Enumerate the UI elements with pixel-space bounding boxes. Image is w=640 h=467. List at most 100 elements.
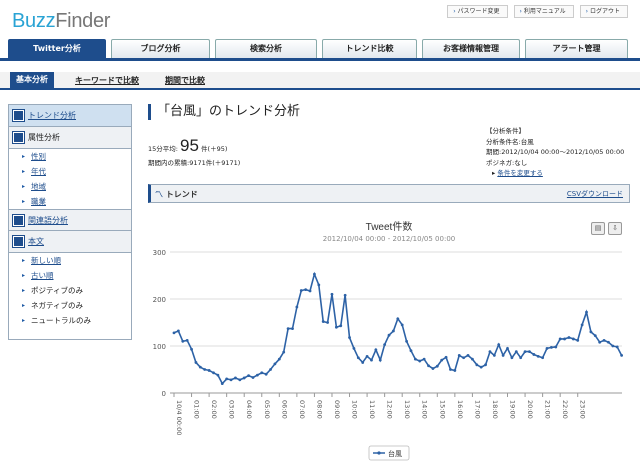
data-point — [370, 358, 373, 362]
data-point — [532, 353, 536, 356]
data-point — [255, 373, 259, 377]
data-point — [541, 356, 545, 360]
legend-box — [368, 445, 410, 461]
data-point — [247, 374, 251, 378]
data-point — [466, 354, 470, 357]
csv-download-link[interactable]: CSVダウンロード — [566, 190, 623, 198]
data-point — [308, 289, 312, 293]
x-tick-label: 14:00 — [421, 400, 429, 419]
data-point — [207, 369, 211, 372]
sidebar-item-gender[interactable]: 性別 — [9, 149, 131, 164]
tab-alert-management[interactable]: アラート管理 — [525, 39, 628, 58]
sidebar-item-label[interactable]: 年代 — [31, 167, 46, 176]
data-point — [435, 364, 439, 368]
logout-link[interactable]: ログアウト — [579, 5, 628, 18]
data-point — [238, 378, 242, 382]
sidebar-item-positive[interactable]: ポジティブのみ — [9, 283, 131, 298]
data-point — [334, 325, 338, 329]
print-icon[interactable]: ▤ — [591, 222, 605, 235]
avg-prefix: 15分平均: — [148, 145, 178, 153]
avg-value: 95 — [180, 136, 199, 155]
sidebar-item-label[interactable]: 地域 — [31, 182, 46, 191]
sidebar-related-label: 関連語分析 — [28, 215, 68, 225]
data-point — [220, 382, 224, 385]
data-point — [313, 272, 316, 276]
data-point — [194, 361, 198, 364]
data-point — [321, 320, 325, 323]
sidebar-related[interactable]: 関連語分析 — [9, 209, 131, 231]
logo-part2: Finder — [55, 10, 111, 32]
change-conditions[interactable]: ▸ 条件を変更する — [492, 169, 543, 177]
conditions-period: 期間:2012/10/04 00:00〜2012/10/05 00:00 — [486, 148, 625, 156]
tab-trend-compare[interactable]: トレンド比較 — [322, 39, 417, 58]
sidebar-item-newest[interactable]: 新しい順 — [9, 253, 131, 268]
tab-blog-analysis[interactable]: ブログ分析 — [111, 39, 210, 58]
analysis-conditions: 【分析条件】 分析条件名:台風 期間:2012/10/04 00:00〜2012… — [486, 126, 624, 179]
data-point — [190, 347, 193, 351]
heart-icon — [12, 213, 25, 227]
password-change-link[interactable]: パスワード変更 — [447, 5, 508, 18]
data-point — [479, 365, 483, 369]
sidebar-item-label[interactable]: 職業 — [31, 197, 46, 206]
data-point — [440, 358, 444, 362]
sidebar-item-region[interactable]: 地域 — [9, 179, 131, 194]
sidebar-item-label[interactable]: 性別 — [31, 152, 46, 161]
data-point — [571, 337, 575, 341]
sidebar-attr: 属性分析 — [9, 127, 131, 149]
sidebar-item-label[interactable]: 新しい順 — [31, 256, 61, 265]
data-point — [488, 350, 492, 354]
tab-customer-info[interactable]: お客様情報管理 — [422, 39, 520, 58]
data-point — [492, 354, 496, 357]
x-tick-label: 12:00 — [386, 400, 394, 419]
buzzfinder-logo[interactable]: BuzzFinder — [12, 9, 110, 33]
x-tick-label: 16:00 — [456, 400, 464, 419]
tab-twitter-analysis[interactable]: Twitter分析 — [8, 39, 106, 58]
sidebar-item-neutral[interactable]: ニュートラルのみ — [9, 313, 131, 328]
sidebar-item-oldest[interactable]: 古い順 — [9, 268, 131, 283]
series-line-台風 — [173, 271, 623, 385]
chart-icon — [12, 109, 25, 122]
data-point — [545, 346, 549, 350]
tab-search-analysis[interactable]: 検索分析 — [215, 39, 317, 58]
sidebar-item-occupation[interactable]: 職業 — [9, 194, 131, 209]
x-tick-label: 04:00 — [245, 400, 253, 419]
x-tick-label: 02:00 — [210, 400, 218, 419]
x-tick-label: 05:00 — [263, 400, 271, 419]
data-point — [198, 365, 202, 369]
data-point — [234, 376, 237, 380]
data-point — [374, 348, 378, 352]
chart-subtitle: 2012/10/04 00:00 - 2012/10/05 00:00 — [323, 235, 455, 243]
sidebar-trend[interactable]: トレンド分析 — [9, 105, 131, 127]
page-title: 「台風」のトレンド分析 — [148, 104, 300, 120]
download-icon[interactable]: ⇩ — [608, 222, 622, 235]
manual-link[interactable]: 利用マニュアル — [513, 5, 574, 18]
subtab-period-compare[interactable]: 期間で比較 — [165, 76, 205, 85]
sidebar-trend-label: トレンド分析 — [28, 111, 76, 120]
data-point — [172, 331, 176, 335]
data-point — [343, 293, 347, 297]
data-point — [326, 321, 329, 324]
data-point — [422, 357, 426, 361]
x-tick-label: 17:00 — [473, 400, 481, 419]
change-conditions-link[interactable]: 条件を変更する — [497, 169, 543, 177]
data-point — [378, 358, 382, 362]
subtab-keyword-compare[interactable]: キーワードで比較 — [75, 76, 139, 85]
x-tick-label: 11:00 — [368, 400, 376, 419]
sidebar-text[interactable]: 本文 — [9, 231, 131, 253]
data-point — [611, 344, 615, 348]
data-point — [475, 363, 479, 367]
x-tick-label: 20:00 — [526, 400, 534, 419]
data-point — [185, 338, 189, 342]
data-point — [536, 354, 540, 358]
data-point — [558, 337, 562, 341]
x-tick-label: 23:00 — [579, 400, 587, 419]
sidebar-item-label[interactable]: 古い順 — [31, 271, 54, 280]
speech-bubble-icon — [12, 235, 25, 248]
x-tick-label: 22:00 — [561, 400, 569, 419]
sidebar-item-age[interactable]: 年代 — [9, 164, 131, 179]
data-point — [387, 333, 391, 337]
top-links: パスワード変更 利用マニュアル ログアウト — [447, 5, 628, 18]
subtab-basic[interactable]: 基本分析 — [10, 72, 54, 88]
sidebar-item-negative[interactable]: ネガティブのみ — [9, 298, 131, 313]
data-point — [317, 283, 321, 287]
